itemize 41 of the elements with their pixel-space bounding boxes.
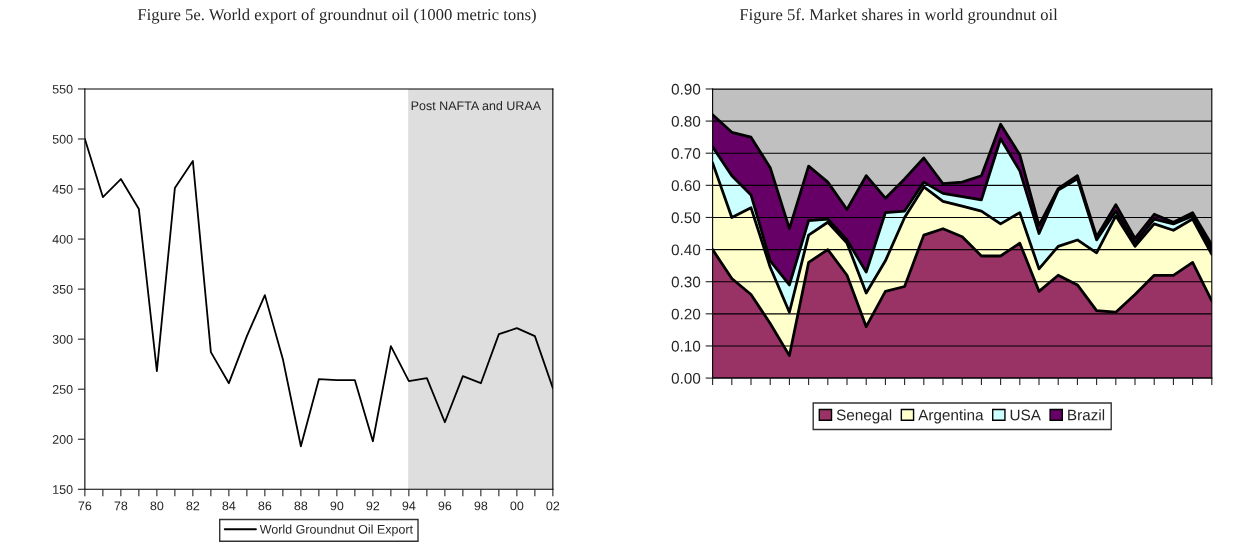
x-tick-label: 78 — [114, 501, 128, 511]
legend-label: World Groundnut Oil Export — [259, 524, 413, 537]
x-tick-label: 84 — [222, 501, 236, 511]
y-tick-label: 0.80 — [671, 115, 701, 127]
y-tick-label: 550 — [52, 84, 73, 94]
y-tick-label: 150 — [53, 485, 73, 494]
x-tick-label: 92 — [366, 501, 380, 511]
y-tick-label: 0.30 — [671, 276, 701, 288]
legend-label: Senegal — [836, 409, 892, 424]
x-tick-label: 02 — [546, 501, 560, 511]
x-tick-label: 80 — [150, 501, 164, 511]
chart-title: Figure 5e. World export of groundnut oil (1000 metric tons) — [137, 8, 536, 24]
band-label: Post NAFTA and URAA — [411, 100, 542, 111]
legend-label: Argentina — [918, 409, 984, 424]
x-tick-label: 90 — [330, 501, 344, 511]
y-tick-label: 450 — [52, 184, 73, 194]
x-tick-label: 86 — [258, 501, 272, 511]
x-tick-label: 96 — [438, 501, 452, 511]
y-tick-label: 0.40 — [671, 244, 701, 256]
y-tick-label: 300 — [52, 334, 73, 344]
y-tick-label: 0.10 — [671, 340, 701, 352]
y-tick-label: 0.20 — [671, 308, 701, 320]
y-tick-label: 400 — [52, 234, 73, 244]
y-tick-label: 350 — [52, 284, 73, 294]
y-tick-label: 0.70 — [671, 148, 701, 159]
x-tick-label: 94 — [402, 501, 416, 511]
y-tick-label: 0.90 — [671, 83, 701, 95]
chart-title: Figure 5f. Market shares in world groundnut oil — [739, 8, 1058, 24]
x-tick-label: 00 — [510, 501, 524, 511]
y-tick-label: 0.50 — [671, 212, 701, 224]
y-tick-label: 200 — [52, 435, 73, 444]
x-tick-label: 82 — [186, 501, 200, 511]
y-tick-label: 250 — [52, 385, 73, 394]
legend-label: Brazil — [1068, 409, 1105, 421]
y-tick-label: 0.60 — [671, 180, 701, 192]
y-tick-label: 0.00 — [671, 372, 701, 384]
x-tick-label: 76 — [78, 501, 92, 511]
x-tick-label: 88 — [294, 501, 308, 511]
legend-label: USA — [1010, 409, 1041, 421]
x-tick-label: 98 — [474, 501, 488, 511]
y-tick-label: 500 — [52, 134, 73, 144]
